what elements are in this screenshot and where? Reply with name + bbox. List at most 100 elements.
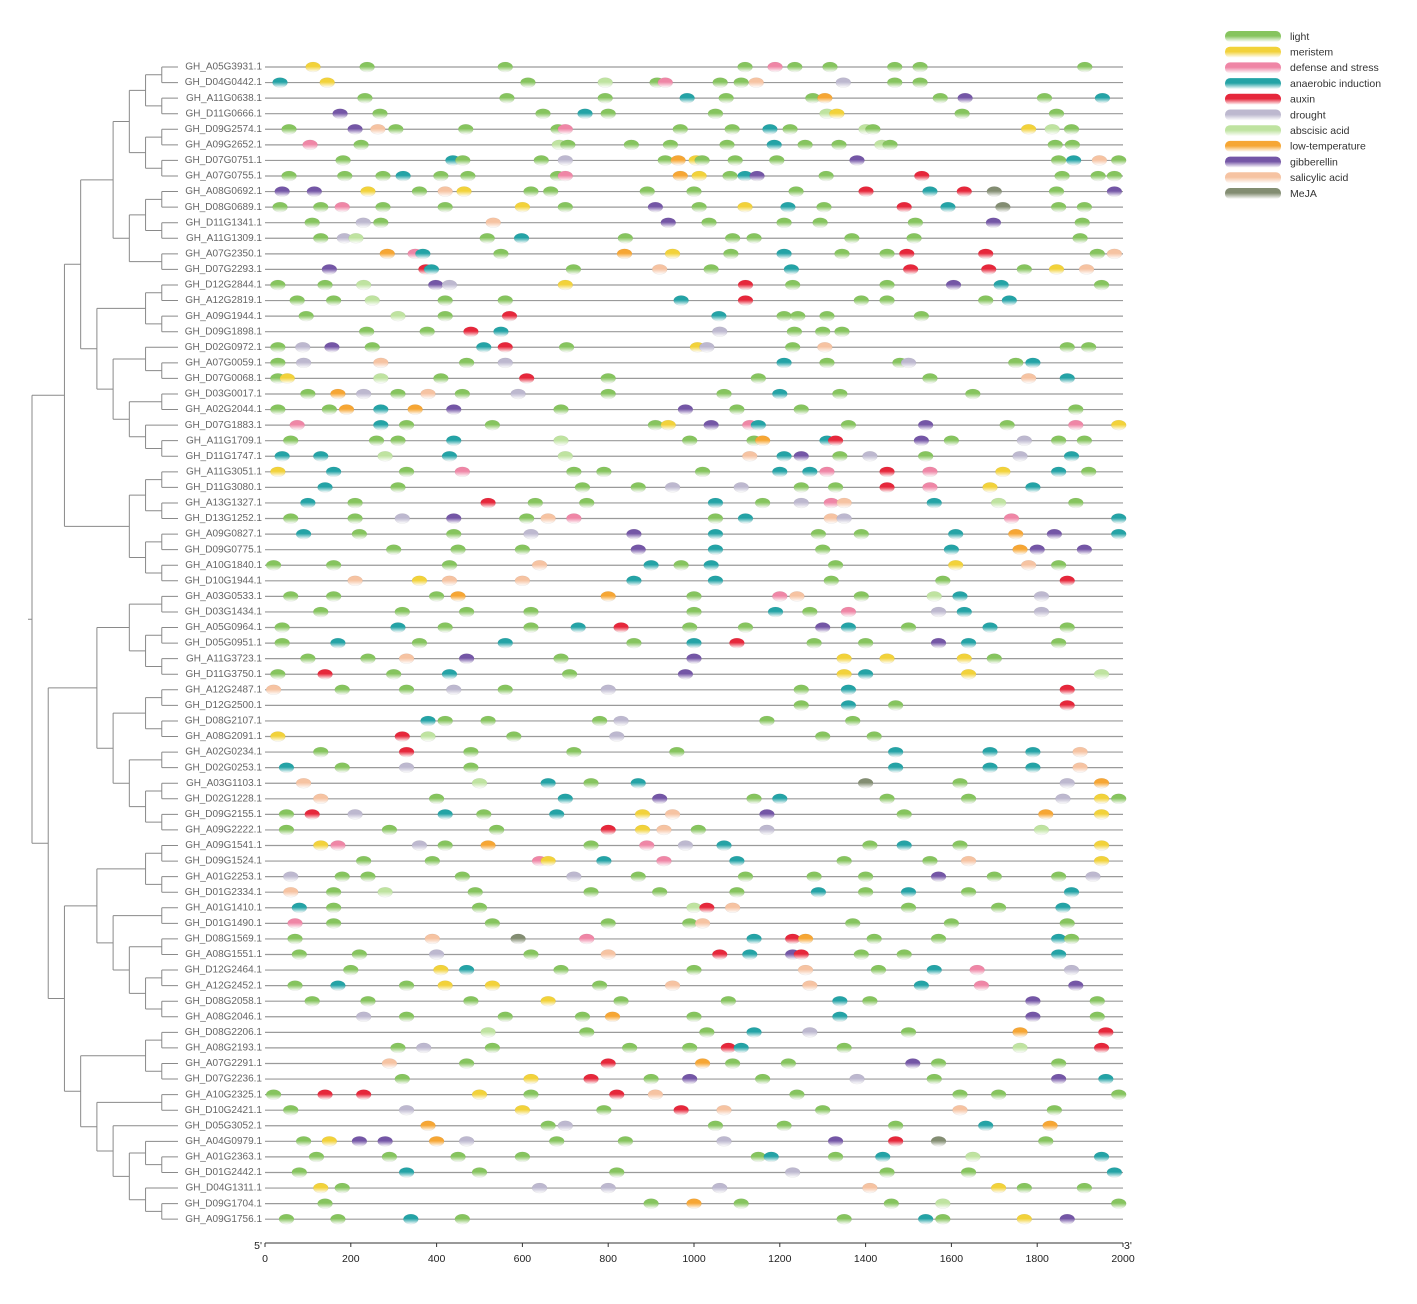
- cis-element: [651, 264, 668, 275]
- cis-element: [270, 342, 286, 353]
- cis-element: [907, 217, 924, 228]
- cis-element: [398, 1104, 415, 1116]
- cis-element: [471, 1167, 488, 1178]
- cis-element: [729, 855, 745, 867]
- cis-element: [759, 809, 775, 820]
- cis-element: [711, 949, 728, 960]
- cis-element: [1029, 544, 1045, 555]
- cis-element: [866, 933, 882, 945]
- cis-element: [270, 404, 286, 415]
- cis-element: [441, 668, 458, 680]
- cis-element: [446, 404, 462, 415]
- cis-element: [1110, 513, 1127, 524]
- cis-element: [1033, 591, 1050, 602]
- cis-element: [272, 77, 288, 88]
- gene-label: GH_D11G3750.1: [185, 669, 262, 680]
- cis-element: [707, 497, 724, 509]
- cis-element: [1077, 61, 1093, 73]
- legend-swatch: [1225, 172, 1281, 184]
- gene-label: GH_A01G1410.1: [185, 902, 262, 913]
- cis-element: [660, 419, 677, 431]
- cis-element: [600, 1058, 616, 1069]
- cis-element: [274, 622, 290, 633]
- cis-element: [926, 497, 942, 509]
- cis-element: [437, 310, 453, 322]
- cis-element: [686, 637, 702, 649]
- cis-element: [1072, 746, 1088, 758]
- gene-label: GH_A08G1551.1: [185, 949, 262, 960]
- cis-element: [510, 933, 526, 945]
- cis-element: [814, 544, 831, 555]
- cis-element: [887, 700, 904, 711]
- cis-element: [600, 949, 616, 960]
- cis-element: [1089, 995, 1106, 1007]
- gene-label: GH_A07G0059.1: [185, 357, 262, 368]
- cis-element: [1059, 575, 1075, 587]
- cis-element: [510, 388, 526, 400]
- cis-element: [922, 186, 938, 197]
- cis-element: [298, 310, 314, 322]
- cis-element: [305, 61, 321, 73]
- cis-element: [711, 1182, 728, 1194]
- cis-element: [969, 964, 985, 976]
- gene-label: GH_D11G0666.1: [185, 108, 262, 119]
- cis-element: [896, 809, 912, 820]
- cis-element: [600, 918, 616, 929]
- cis-element: [1020, 124, 1037, 135]
- cis-element: [940, 201, 956, 213]
- cis-element: [922, 373, 938, 384]
- cis-element: [480, 840, 496, 851]
- cis-element: [733, 1198, 749, 1209]
- cis-element: [455, 155, 471, 166]
- cis-element: [827, 1136, 844, 1147]
- cis-element: [956, 186, 973, 197]
- cis-element: [862, 451, 878, 462]
- cis-element: [419, 326, 435, 337]
- tick-label: 1600: [940, 1253, 964, 1265]
- cis-element: [531, 559, 548, 571]
- cis-element: [737, 871, 754, 882]
- cis-element: [368, 435, 385, 446]
- cis-element: [289, 295, 305, 306]
- cis-element: [865, 124, 881, 135]
- cis-element: [497, 637, 513, 649]
- cis-element: [814, 731, 831, 742]
- cis-element: [952, 840, 968, 851]
- cis-element: [437, 201, 453, 213]
- cis-element: [672, 124, 689, 135]
- cis-element: [634, 824, 651, 836]
- cis-element: [471, 777, 488, 789]
- cis-element: [806, 637, 822, 649]
- cis-element: [272, 201, 288, 213]
- cis-element: [372, 108, 388, 119]
- cis-element: [1093, 840, 1110, 851]
- cis-element: [613, 622, 629, 633]
- cis-element: [540, 855, 556, 867]
- cis-element: [647, 1089, 664, 1100]
- cis-element: [325, 902, 342, 914]
- cis-element: [724, 233, 741, 244]
- tick-label: 400: [428, 1253, 446, 1265]
- cis-element: [993, 279, 1009, 291]
- cis-element: [906, 233, 922, 244]
- cis-element: [302, 139, 318, 151]
- cis-element: [943, 918, 960, 929]
- cis-element: [501, 310, 518, 322]
- cis-element: [597, 92, 613, 104]
- cis-element: [358, 326, 375, 337]
- cis-element: [1068, 980, 1084, 991]
- cis-element: [1025, 762, 1041, 773]
- cis-element: [930, 933, 947, 945]
- cis-element: [954, 108, 970, 119]
- cis-element: [334, 201, 350, 213]
- legend-swatch: [1225, 140, 1281, 152]
- cis-element: [986, 186, 1003, 197]
- cis-element: [776, 1120, 792, 1132]
- cis-element: [480, 715, 496, 727]
- cis-element: [827, 435, 844, 446]
- cis-element: [313, 201, 329, 213]
- cis-element: [540, 513, 556, 524]
- cis-element: [373, 217, 389, 228]
- cis-element: [557, 170, 574, 182]
- cis-element: [793, 700, 809, 711]
